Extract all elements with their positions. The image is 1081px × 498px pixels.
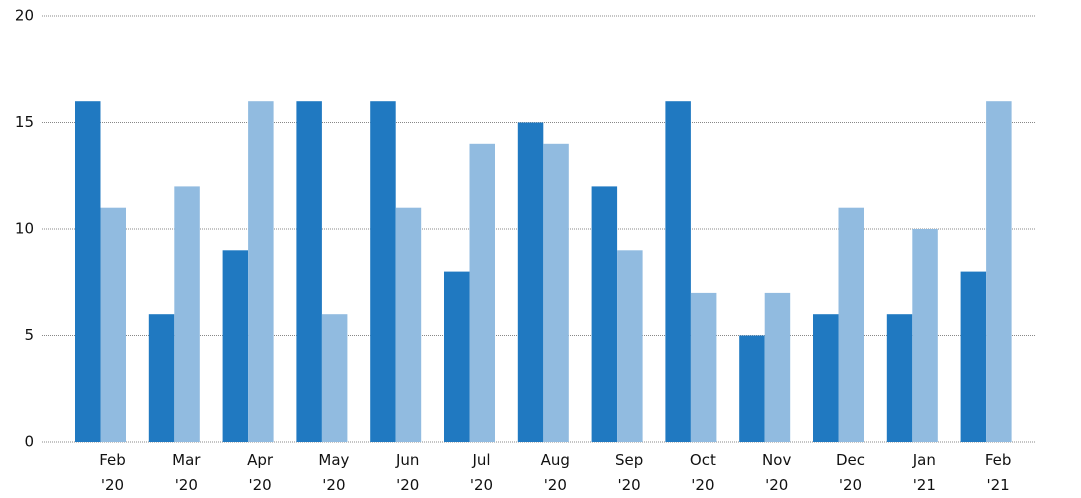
bar xyxy=(444,271,470,442)
bar xyxy=(912,229,938,442)
bar xyxy=(813,314,839,442)
bar xyxy=(665,101,691,442)
x-tick-label: Feb '20 xyxy=(99,451,126,494)
x-tick-label: Sep '20 xyxy=(614,451,644,494)
bar xyxy=(960,271,987,442)
x-tick-label: Jan '21 xyxy=(912,451,936,494)
bar xyxy=(690,292,717,442)
bar xyxy=(174,186,200,442)
bar xyxy=(591,186,618,442)
x-tick-label: Oct '20 xyxy=(689,451,716,494)
bar xyxy=(543,143,569,443)
y-tick-label: 10 xyxy=(15,220,34,238)
x-tick-label: Aug '20 xyxy=(540,451,570,494)
bar xyxy=(248,101,274,442)
x-tick-label: May '20 xyxy=(318,451,350,494)
bar xyxy=(222,250,249,442)
x-tick-label: Mar '20 xyxy=(172,451,201,494)
bar xyxy=(321,314,348,442)
bar xyxy=(739,335,765,442)
x-tick-label: Feb '21 xyxy=(984,451,1012,494)
bar xyxy=(148,314,175,442)
bar xyxy=(296,101,322,442)
bar xyxy=(469,143,495,443)
y-tick-label: 20 xyxy=(15,7,34,25)
y-tick-label: 5 xyxy=(24,326,34,344)
bar xyxy=(617,250,643,442)
bar xyxy=(886,314,913,442)
bar xyxy=(764,292,791,442)
y-tick-label: 15 xyxy=(15,113,34,131)
x-tick-label: Jul '20 xyxy=(469,451,494,494)
bar xyxy=(395,207,422,442)
x-tick-label: Nov '20 xyxy=(762,451,792,494)
x-tick-label: Dec '20 xyxy=(835,451,866,494)
bar xyxy=(75,101,101,442)
bar xyxy=(986,101,1012,442)
x-tick-label: Jun '20 xyxy=(395,451,420,494)
x-tick-label: Apr '20 xyxy=(247,451,274,494)
bar xyxy=(370,101,396,442)
bar xyxy=(517,122,544,442)
bar xyxy=(100,207,126,442)
bar xyxy=(838,207,864,442)
y-tick-label: 0 xyxy=(24,433,34,451)
